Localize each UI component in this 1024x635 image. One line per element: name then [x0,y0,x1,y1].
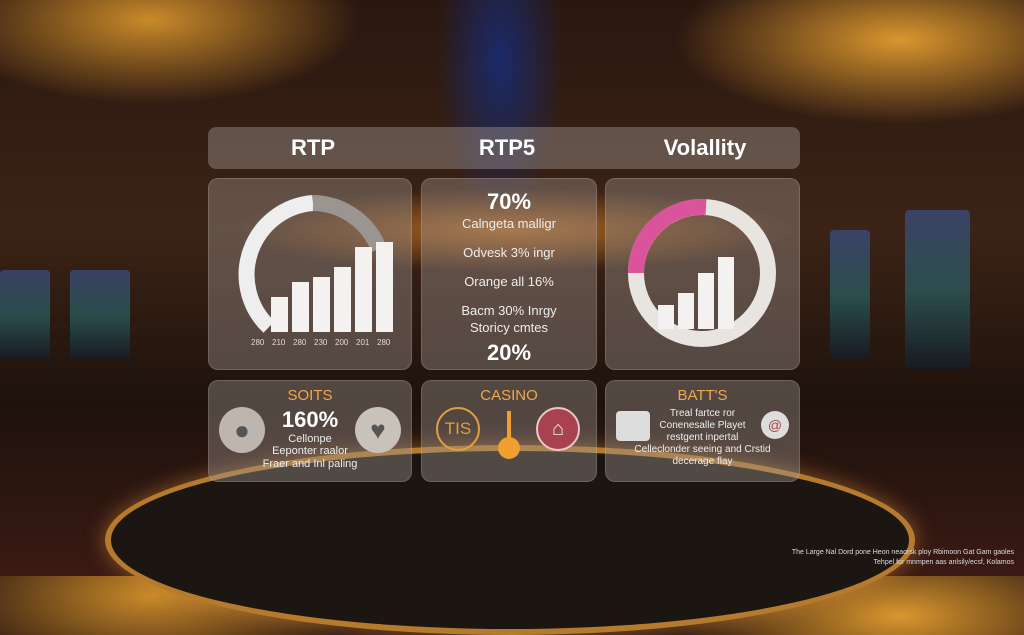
soits-line: Cellonpe [288,433,332,445]
title-volatility: Volallity [663,135,747,160]
soits-line: Eeponter raalor [272,445,348,457]
bar [678,293,694,329]
bar [698,273,714,329]
header-bar: RTP RTP5 Volallity [208,127,800,169]
chat-icon: @ [761,411,789,439]
lock-icon [616,411,650,441]
title-rtp: RTP [291,135,335,160]
stat-line: Orange all 16% [464,274,554,289]
bar [718,257,734,329]
rtp-chart: 280 210 280 230 200 201 280 [238,195,393,347]
title-rtp5: RTP5 [478,135,536,160]
bar [313,277,330,332]
tick-label: 280 [251,338,265,347]
tick-label: 280 [377,338,391,347]
ring-arc-pink [627,198,707,274]
bar [292,282,309,332]
slot-machine [830,230,870,360]
heart-icon: ♥ [355,407,401,453]
bar [376,242,393,332]
casino-title: CASINO [480,387,538,404]
bar [334,267,351,332]
batts-line: Celleclonder seeing and Crstid [634,444,771,455]
tick-label: 201 [356,338,370,347]
soits-title: SOITS [287,387,333,404]
stat-bottom: 20% [486,340,532,365]
volatility-panel [605,178,800,370]
footer-line: The Large Nal Dord pone Heon neaorsk plo… [791,549,1014,556]
bar [355,247,372,332]
tick-label: 280 [293,338,307,347]
soits-panel: SOITS ● ♥ 160% Cellonpe Eeponter raalor … [208,380,412,482]
stat-line: Calngeta malligr [462,216,556,231]
tick-label: 230 [314,338,328,347]
batts-line: Conenesalle Playet [659,420,746,431]
slot-machine [70,270,130,360]
slot-machine [0,270,50,360]
stat-line: Bacm 30% Inrgy [461,303,557,318]
bar [271,297,288,332]
slot-machine [905,210,970,370]
tick-label: 200 [335,338,349,347]
footer-text: The Large Nal Dord pone Heon neaorsk plo… [754,548,1014,568]
volatility-chart [627,198,776,347]
stat-line: Storicy cmtes [469,320,548,335]
house-icon: ⌂ [536,407,580,451]
batts-panel: BATT'S @ Treal fartce ror Conenesalle Pl… [605,380,800,482]
rtp-chart-panel: 280 210 280 230 200 201 280 [208,178,412,370]
stat-top: 70% [486,189,532,214]
casino-panel: CASINO TIS ⌂ [421,380,597,482]
footer-line: Tehpel for mnmpen aas anlsily/ecsf, Kola… [873,559,1014,566]
tick-label: 210 [272,338,286,347]
batts-line: decerage flay [672,456,733,467]
ring-arc-light [238,195,314,333]
batts-title: BATT'S [677,387,728,404]
tis-badge: TIS [436,407,480,451]
user-icon: ● [219,407,265,453]
soits-line: Fraer and Inl paling [262,458,358,470]
batts-line: restgent inpertal [666,432,739,443]
ring-arc-gray [312,195,387,253]
bar [658,305,674,329]
soits-value: 160% [281,407,339,432]
stats-panel: 70% Calngeta malligr Odvesk 3% ingr Oran… [421,178,597,370]
potion-icon [498,411,520,463]
batts-line: Treal fartce ror [669,408,736,419]
stat-line: Odvesk 3% ingr [463,245,555,260]
